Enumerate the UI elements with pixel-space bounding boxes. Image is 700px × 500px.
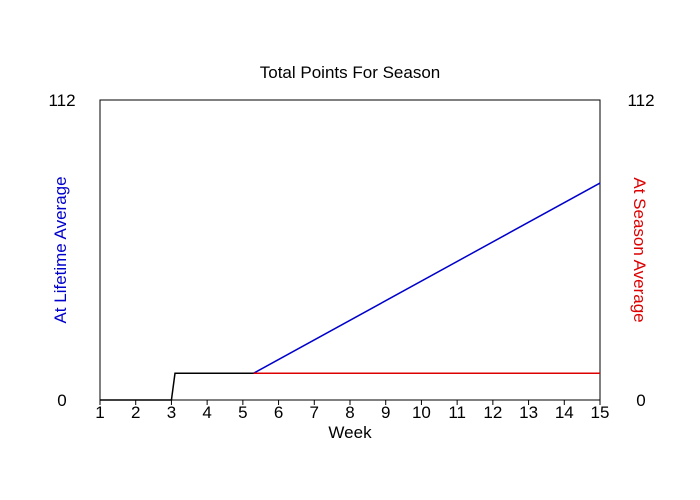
x-tick-label: 2	[131, 403, 140, 422]
x-tick-label: 12	[483, 403, 502, 422]
y-tick-right-top: 112	[627, 91, 654, 110]
x-tick-label: 11	[448, 403, 466, 422]
y-axis-label-right: At Season Average	[630, 177, 649, 322]
x-tick-label: 10	[412, 403, 431, 422]
y-tick-right-bottom: 0	[636, 391, 645, 410]
x-tick-label: 9	[381, 403, 390, 422]
tick-layer: 1 2 3 4 5 6 7 8 9 10 11 12 13 14 15	[95, 400, 609, 422]
y-axis-label-left: At Lifetime Average	[51, 176, 70, 323]
x-tick-label: 3	[167, 403, 176, 422]
x-tick-label: 4	[202, 403, 211, 422]
series-line-2	[100, 372, 254, 401]
x-axis-label: Week	[328, 423, 372, 442]
x-tick-label: 13	[519, 403, 538, 422]
x-tick-label: 1	[95, 403, 104, 422]
series-layer	[100, 182, 601, 401]
x-tick-label: 7	[310, 403, 319, 422]
y-tick-left-bottom: 0	[57, 391, 66, 410]
x-tick-label: 5	[238, 403, 247, 422]
x-tick-label: 6	[274, 403, 283, 422]
plot-area-frame	[99, 99, 601, 401]
x-tick-label: 15	[591, 403, 610, 422]
x-tick-label: 14	[555, 403, 574, 422]
chart-title: Total Points For Season	[260, 63, 440, 82]
series-line-0	[253, 182, 601, 374]
y-tick-left-top: 112	[48, 91, 75, 110]
x-tick-label: 8	[345, 403, 354, 422]
